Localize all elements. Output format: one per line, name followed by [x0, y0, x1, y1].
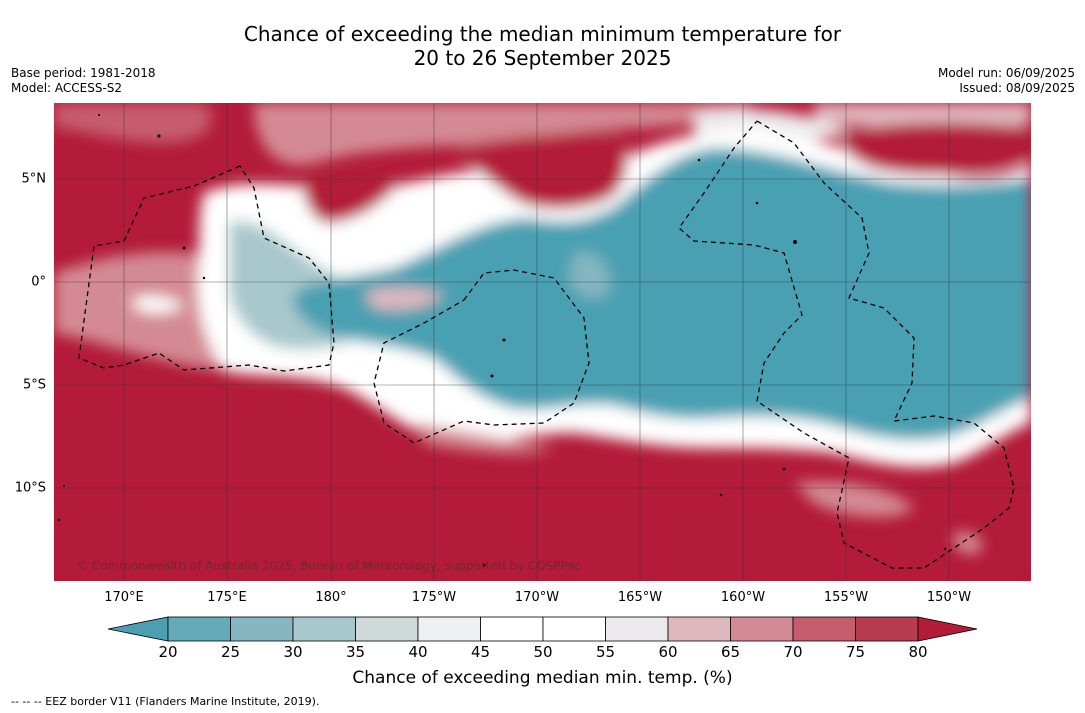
colorbar-tick: 25	[220, 643, 241, 661]
colorbar-tick: 60	[658, 643, 678, 661]
colorbar-tick: 80	[908, 643, 928, 661]
colorbar-tick: 65	[720, 643, 741, 661]
colorbar-tick: 40	[408, 643, 428, 661]
colorbar-under-arrow	[108, 616, 169, 642]
colorbar-bin	[480, 616, 544, 642]
meta-left: Base period: 1981-2018 Model: ACCESS-S2	[11, 66, 156, 96]
base-period: Base period: 1981-2018	[11, 66, 156, 80]
probability-map	[54, 103, 1031, 581]
x-tick: 155°W	[823, 590, 869, 605]
colorbar-bin	[730, 616, 794, 642]
colorbar-bin	[230, 616, 294, 642]
y-tick: 0°	[31, 274, 46, 290]
x-tick: 175°W	[411, 590, 457, 605]
title-line-2: 20 to 26 September 2025	[413, 46, 672, 70]
colorbar-bin	[792, 616, 856, 642]
chart-title: Chance of exceeding the median minimum t…	[0, 22, 1085, 70]
colorbar	[108, 616, 978, 642]
colorbar-tick: 55	[595, 643, 616, 661]
probability-field	[54, 103, 1031, 555]
colorbar-bin	[167, 616, 231, 642]
colorbar-label: Chance of exceeding median min. temp. (%…	[352, 668, 733, 688]
y-tick: 10°S	[14, 480, 46, 496]
colorbar-bin	[292, 616, 356, 642]
x-tick: 175°E	[207, 590, 247, 605]
copyright-notice: © Commonwealth of Australia 2025, Bureau…	[76, 559, 582, 573]
colorbar-bin	[667, 616, 731, 642]
colorbar-tick: 75	[845, 643, 866, 661]
colorbar-tick: 50	[533, 643, 553, 661]
colorbar-tick: 20	[158, 643, 178, 661]
model-name: Model: ACCESS-S2	[11, 81, 123, 95]
x-tick: 170°E	[104, 590, 144, 605]
eez-borders	[78, 120, 1015, 569]
colorbar-bin	[355, 616, 419, 642]
y-tick: 5°S	[22, 377, 46, 393]
colorbar-tick: 70	[783, 643, 803, 661]
x-tick: 170°W	[514, 590, 560, 605]
graticule	[54, 103, 1031, 581]
islands	[57, 114, 947, 567]
colorbar-over-arrow	[917, 616, 978, 642]
colorbar-bin	[605, 616, 669, 642]
colorbar-tick: 45	[470, 643, 491, 661]
colorbar-tick: 35	[345, 643, 366, 661]
colorbar-bin	[542, 616, 606, 642]
x-tick: 180°	[315, 590, 347, 605]
eez-legend: -- -- -- EEZ border V11 (Flanders Marine…	[11, 695, 320, 708]
x-tick: 165°W	[617, 590, 663, 605]
x-tick: 150°W	[926, 590, 972, 605]
issued-date: Issued: 08/09/2025	[959, 81, 1075, 95]
x-tick: 160°W	[720, 590, 766, 605]
colorbar-bin	[855, 616, 919, 642]
colorbar-bin	[417, 616, 481, 642]
model-run: Model run: 06/09/2025	[937, 66, 1075, 80]
title-line-1: Chance of exceeding the median minimum t…	[243, 22, 842, 46]
colorbar-tick: 30	[283, 643, 303, 661]
y-tick: 5°N	[21, 171, 47, 187]
meta-right: Model run: 06/09/2025 Issued: 08/09/2025	[938, 66, 1075, 96]
